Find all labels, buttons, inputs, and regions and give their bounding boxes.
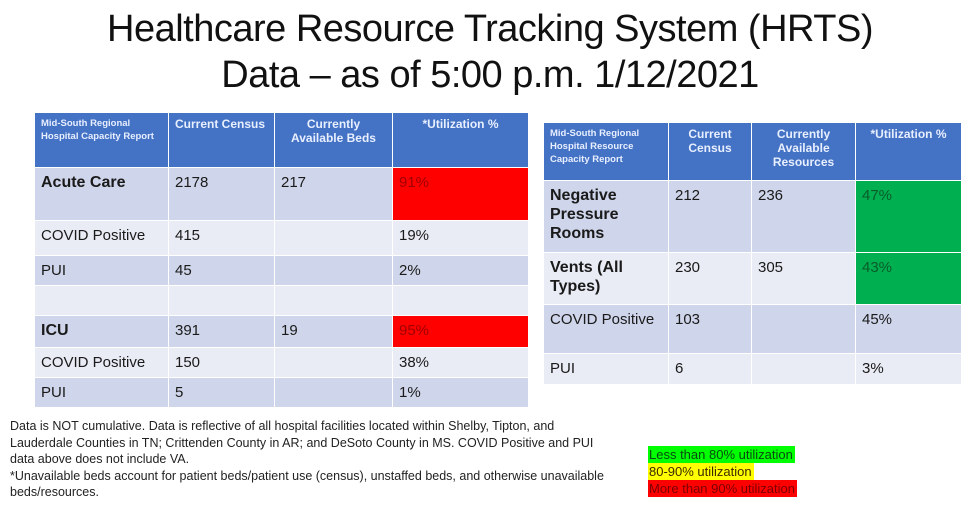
note-coverage: Data is NOT cumulative. Data is reflecti… [10,419,594,466]
available-value [274,285,393,316]
utilization-legend: Less than 80% utilization 80-90% utiliza… [648,446,797,497]
utilization-value: 91% [392,167,529,221]
available-value: 19 [274,315,393,348]
table-row: PUI 6 3% [543,353,962,385]
header-report-label: Mid-South Regional Hospital Resource Cap… [543,122,669,181]
table-row: COVID Positive 150 38% [34,347,529,378]
utilization-value: 47% [855,180,962,253]
available-value [751,353,856,385]
utilization-value: 43% [855,252,962,305]
census-value: 6 [668,353,752,385]
header-current-census: Current Census [668,122,752,181]
row-label: Acute Care [34,167,169,221]
title-line-2: Data – as of 5:00 p.m. 1/12/2021 [221,54,759,96]
row-label: COVID Positive [34,220,169,256]
census-value: 415 [168,220,275,256]
available-value [274,377,393,408]
legend-item-high: More than 90% utilization [648,480,797,497]
census-value: 5 [168,377,275,408]
census-value: 212 [668,180,752,253]
row-label: PUI [34,255,169,286]
table-row: COVID Positive 415 19% [34,220,529,256]
census-value: 230 [668,252,752,305]
table-row-spacer [34,285,529,316]
row-label: Negative Pressure Rooms [543,180,669,253]
table-row: COVID Positive 103 45% [543,304,962,354]
title-line-1: Healthcare Resource Tracking System (HRT… [107,8,874,50]
census-value: 103 [668,304,752,354]
utilization-value: 19% [392,220,529,256]
table-row: PUI 45 2% [34,255,529,286]
available-value [274,347,393,378]
header-available-resources: Currently Available Resources [751,122,856,181]
utilization-value: 45% [855,304,962,354]
note-unavailable-beds: *Unavailable beds account for patient be… [10,468,604,500]
row-label: Vents (All Types) [543,252,669,305]
header-utilization: *Utilization % [392,112,529,168]
table-row-vents: Vents (All Types) 230 305 43% [543,252,962,305]
header-report-label: Mid-South Regional Hospital Capacity Rep… [34,112,169,168]
footnotes: Data is NOT cumulative. Data is reflecti… [10,418,610,501]
hospital-capacity-table: Mid-South Regional Hospital Capacity Rep… [34,112,529,408]
utilization-value: 2% [392,255,529,286]
page-title: Healthcare Resource Tracking System (HRT… [0,6,980,98]
row-label: PUI [34,377,169,408]
table-row-acute-care: Acute Care 2178 217 91% [34,167,529,221]
available-value [751,304,856,354]
table-row-icu: ICU 391 19 95% [34,315,529,348]
header-available-beds: Currently Available Beds [274,112,393,168]
available-value: 217 [274,167,393,221]
legend-item-low: Less than 80% utilization [648,446,795,463]
census-value: 391 [168,315,275,348]
header-utilization: *Utilization % [855,122,962,181]
resource-capacity-table: Mid-South Regional Hospital Resource Cap… [543,122,962,385]
row-label: PUI [543,353,669,385]
utilization-value: 95% [392,315,529,348]
available-value: 236 [751,180,856,253]
row-label: ICU [34,315,169,348]
utilization-value: 3% [855,353,962,385]
utilization-value: 38% [392,347,529,378]
row-label [34,285,169,316]
census-value: 150 [168,347,275,378]
row-label: COVID Positive [543,304,669,354]
legend-item-medium: 80-90% utilization [648,463,754,480]
census-value: 45 [168,255,275,286]
header-current-census: Current Census [168,112,275,168]
utilization-value: 1% [392,377,529,408]
available-value: 305 [751,252,856,305]
census-value [168,285,275,316]
available-value [274,220,393,256]
table-row-negative-pressure-rooms: Negative Pressure Rooms 212 236 47% [543,180,962,253]
census-value: 2178 [168,167,275,221]
table-row: PUI 5 1% [34,377,529,408]
row-label: COVID Positive [34,347,169,378]
utilization-value [392,285,529,316]
available-value [274,255,393,286]
